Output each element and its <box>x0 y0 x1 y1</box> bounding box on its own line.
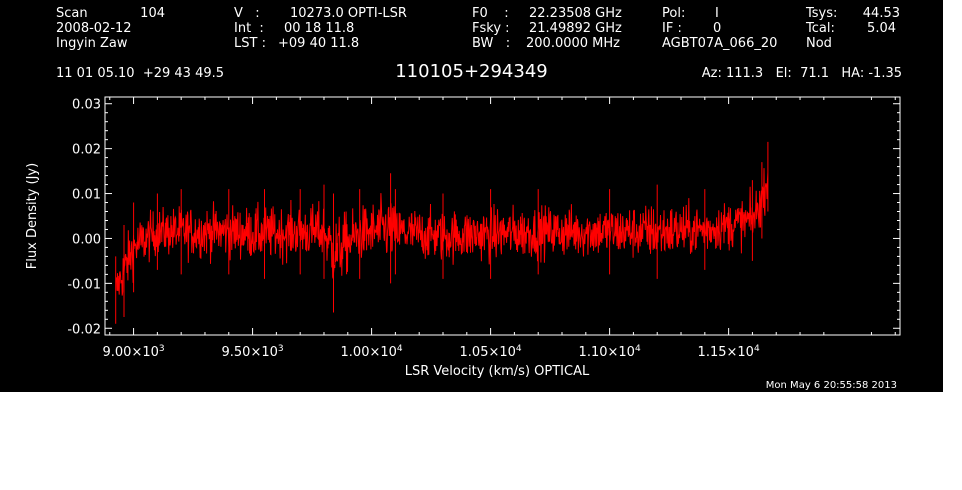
velocity-label: V : <box>234 6 260 21</box>
obs-mode: Nod <box>806 36 832 51</box>
x-tick-label: 9.50×103 <box>222 344 284 360</box>
pointing-info: Az: 111.3 El: 71.1 HA: -1.35 <box>701 66 902 81</box>
y-tick-label: -0.01 <box>67 277 101 292</box>
scan-number: 104 <box>140 6 165 21</box>
integration-label: Int : <box>234 21 264 36</box>
axis-ticks <box>105 97 900 335</box>
y-axis-label: Flux Density (Jy) <box>25 163 40 269</box>
y-tick-label: 0.02 <box>72 143 101 158</box>
source-coordinates: 11 01 05.10 +29 43 49.5 <box>56 66 225 81</box>
y-tick-label: 0.01 <box>72 188 101 203</box>
x-tick-label: 1.15×104 <box>698 344 760 360</box>
plot-timestamp: Mon May 6 20:55:58 2013 <box>766 380 897 391</box>
if-label: IF : <box>662 21 682 36</box>
tsys-value: 44.53 <box>862 6 900 21</box>
fsky-label: Fsky : <box>472 21 510 36</box>
tsys-label: Tsys: <box>806 6 838 21</box>
source-name: 110105+294349 <box>395 61 548 82</box>
f0-label: F0 : <box>472 6 509 21</box>
bandwidth-value: 200.0000 MHz <box>526 36 620 51</box>
bandwidth-label: BW : <box>472 36 511 51</box>
integration-value: 00 18 11.8 <box>284 21 355 36</box>
lst-label: LST : <box>234 36 266 51</box>
x-axis-label: LSR Velocity (km/s) OPTICAL <box>405 364 590 379</box>
spectrum-chart: 9.00×103 9.50×103 1.00×104 1.05×104 1.10×104… <box>25 96 901 391</box>
plot-window: Scan 104 2008-02-12 Ingyin Zaw V : 10273… <box>0 0 943 392</box>
tcal-value: 5.04 <box>867 21 896 36</box>
tcal-label: Tcal: <box>806 21 835 36</box>
y-tick-label: -0.02 <box>67 322 101 337</box>
tick-labels: 9.00×103 9.50×103 1.00×104 1.05×104 1.10×104… <box>67 98 760 360</box>
f0-value: 22.23508 GHz <box>529 6 622 21</box>
observer-name: Ingyin Zaw <box>56 36 128 51</box>
obs-date: 2008-02-12 <box>56 21 132 36</box>
pol-label: Pol: <box>662 6 686 21</box>
x-tick-label: 1.10×104 <box>579 344 641 360</box>
if-value: 0 <box>713 21 722 36</box>
series-line <box>115 141 769 324</box>
y-tick-label: 0.03 <box>72 98 101 113</box>
plot-frame <box>104 96 901 336</box>
x-tick-label: 1.05×104 <box>460 344 522 360</box>
lst-value: +09 40 11.8 <box>278 36 360 51</box>
velocity-value: 10273.0 OPTI-LSR <box>290 6 407 21</box>
pol-value: I <box>715 6 719 21</box>
project-id: AGBT07A_066_20 <box>662 36 778 51</box>
spectrum-trace <box>115 141 769 324</box>
x-tick-label: 9.00×103 <box>103 344 165 360</box>
fsky-value: 21.49892 GHz <box>529 21 622 36</box>
x-tick-label: 1.00×104 <box>341 344 403 360</box>
y-tick-label: 0.00 <box>72 232 101 247</box>
scan-label: Scan <box>56 6 88 21</box>
